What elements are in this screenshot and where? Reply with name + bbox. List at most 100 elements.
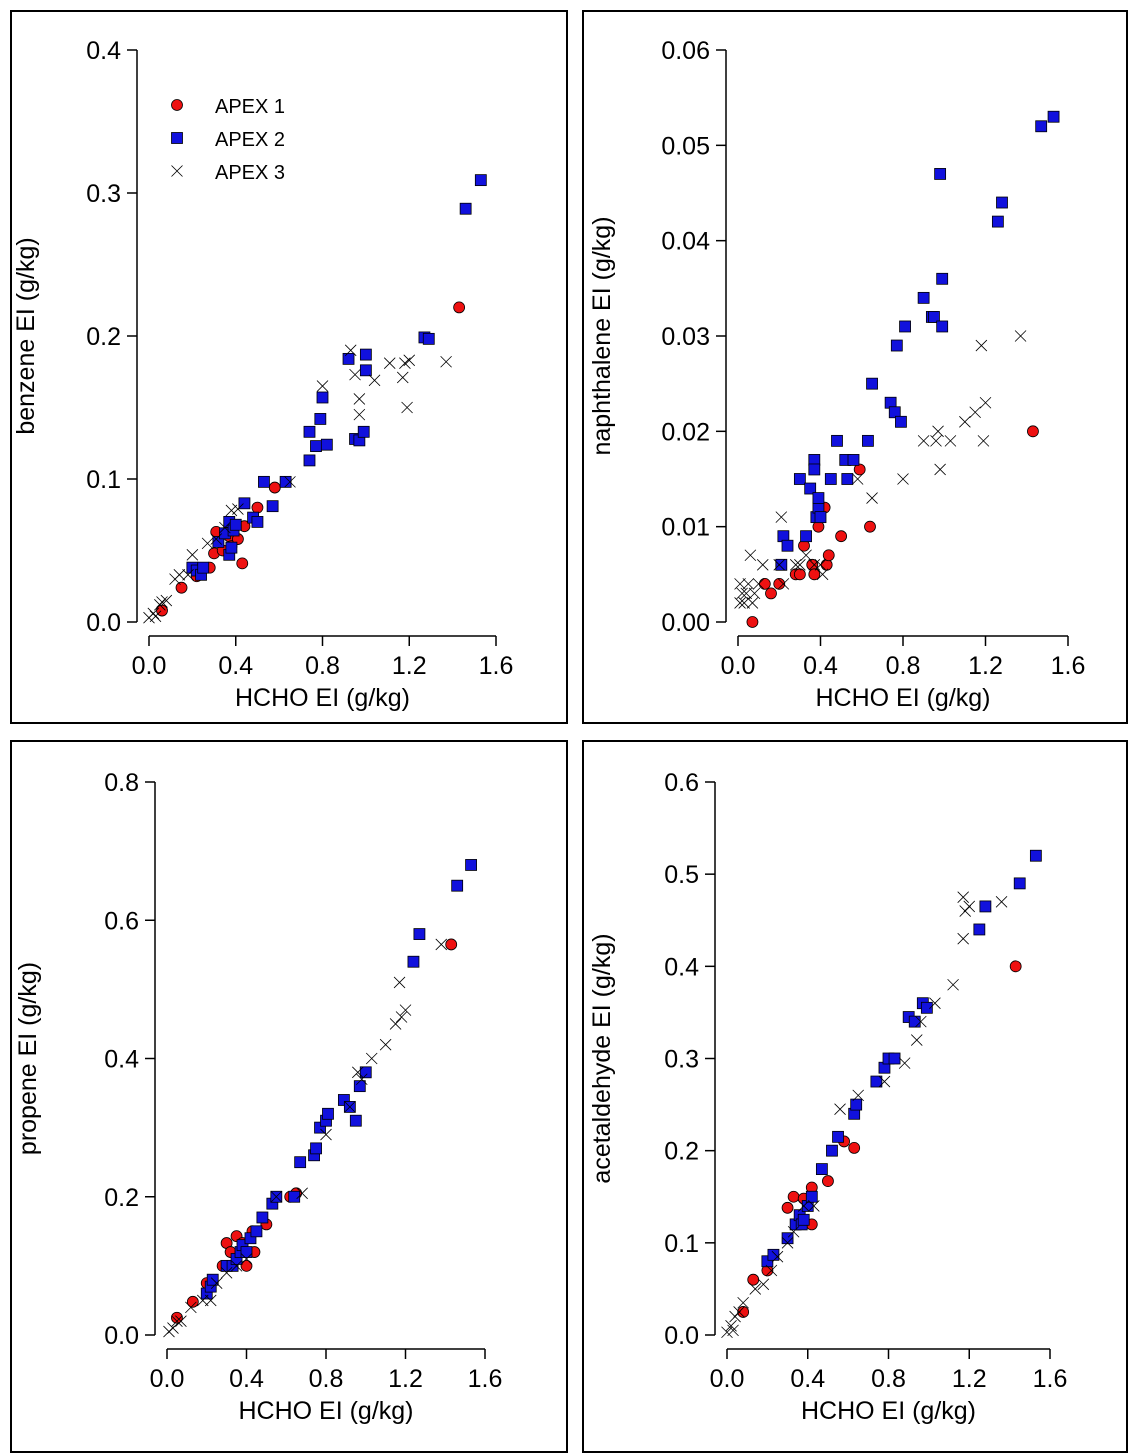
data-point [969,406,981,419]
x-tick-label: 0.0 [150,1365,185,1393]
data-point [812,492,825,504]
data-point [185,1301,197,1314]
naphthalene-series-1 [746,425,1039,628]
data-point [210,533,223,545]
data-point [808,463,821,476]
data-point [310,440,322,453]
data-point [474,174,487,187]
data-point [864,520,876,533]
data-point [399,1004,412,1016]
data-point [831,434,843,447]
data-point [835,530,848,543]
data-point [344,344,357,357]
data-point [251,515,264,528]
data-point [359,348,372,361]
x-axis-title: HCHO EI (g/kg) [235,684,410,712]
data-point [752,578,765,590]
data-point [395,1011,408,1023]
data-point [240,1253,253,1265]
data-point [1047,110,1060,123]
legend-label: APEX 2 [215,129,285,151]
naphthalene-series-2 [775,110,1060,571]
data-point [787,1190,800,1203]
y-tick-label: 0.4 [86,37,121,65]
data-point [773,577,786,590]
y-tick-label: 0.2 [86,323,121,351]
data-point [973,923,986,936]
data-point [959,905,971,917]
x-tick-label: 0.8 [871,1365,906,1393]
data-point [781,1232,794,1245]
data-point [451,879,464,892]
data-point [814,511,827,524]
y-tick-label: 0.05 [661,132,710,160]
acetaldehyde-chart: 0.0 0.1 0.2 0.3 0.4 0.5 0.6 0.0 0.4 0.8 1.2 1.6 HCHO… [588,769,1068,1425]
data-point [800,549,812,562]
propene-chart: 0.0 0.2 0.4 0.6 0.8 0.0 0.4 0.8 1.2 1.6 HCHO EI (g… [14,769,502,1425]
data-point [908,1015,921,1028]
data-point [866,492,878,504]
y-tick-label: 0.04 [661,228,710,256]
data-point [793,473,806,485]
y-tick-label: 0.2 [664,1138,699,1166]
data-point [316,391,329,404]
data-point [957,891,969,903]
data-point [413,928,426,940]
data-point [816,568,829,581]
x-tick-label: 0.4 [803,652,838,680]
data-point [808,559,821,571]
data-point [748,587,761,600]
data-point [196,1294,209,1307]
data-point [379,1038,392,1051]
data-point [149,610,162,623]
data-point [773,559,786,571]
data-point [936,320,949,333]
data-point [995,896,1008,908]
data-point [244,1232,257,1245]
data-point [220,1267,233,1279]
y-tick-label: 0.6 [664,769,699,797]
acetaldehyde-series-2 [761,849,1042,1268]
data-point [322,1107,334,1120]
propene-series-1 [171,938,458,1324]
propene-series-2 [200,859,477,1300]
acetaldehyde-series-1 [737,960,1022,1318]
data-point [353,1080,366,1093]
data-point [1009,960,1022,973]
benzene-chart: 0.0 0.1 0.2 0.3 0.4 0.0 0.4 0.8 1.2 1.6 HCHO EI (g… [12,37,513,712]
data-point [834,1103,846,1115]
data-point [288,1190,301,1203]
data-point [353,393,366,405]
data-point [294,1156,307,1169]
data-point [847,454,860,466]
data-point [465,859,477,871]
y-tick-label: 0.03 [661,323,710,351]
naphthalene-chart: 0.00 0.01 0.02 0.03 0.04 0.05 0.06 0.0 0.4 0.8 1.2… [588,37,1085,712]
y-tick-label: 0.3 [86,180,121,208]
data-point [279,475,292,488]
y-axis-title: naphthalene EI (g/kg) [588,216,616,455]
x-tick-label: 0.0 [132,652,167,680]
data-point [850,1098,863,1111]
data-point [225,541,238,554]
data-point [303,454,316,467]
data-point [781,1201,794,1214]
data-point [453,301,466,314]
data-point [920,1001,933,1014]
data-point [888,1052,901,1065]
data-point [793,568,806,581]
data-point [932,425,944,438]
data-point [204,1294,217,1307]
data-point [832,1130,844,1143]
data-point [186,1295,199,1308]
data-point [888,406,901,419]
data-point [349,368,361,381]
data-point [734,597,746,609]
data-point [917,291,930,304]
x-tick-label: 1.6 [1033,1365,1068,1393]
data-point [808,568,821,581]
data-point [824,473,837,485]
x-tick-label: 0.8 [305,652,340,680]
x-axis-title: HCHO EI (g/kg) [815,684,990,712]
y-tick-label: 0.02 [661,418,710,446]
